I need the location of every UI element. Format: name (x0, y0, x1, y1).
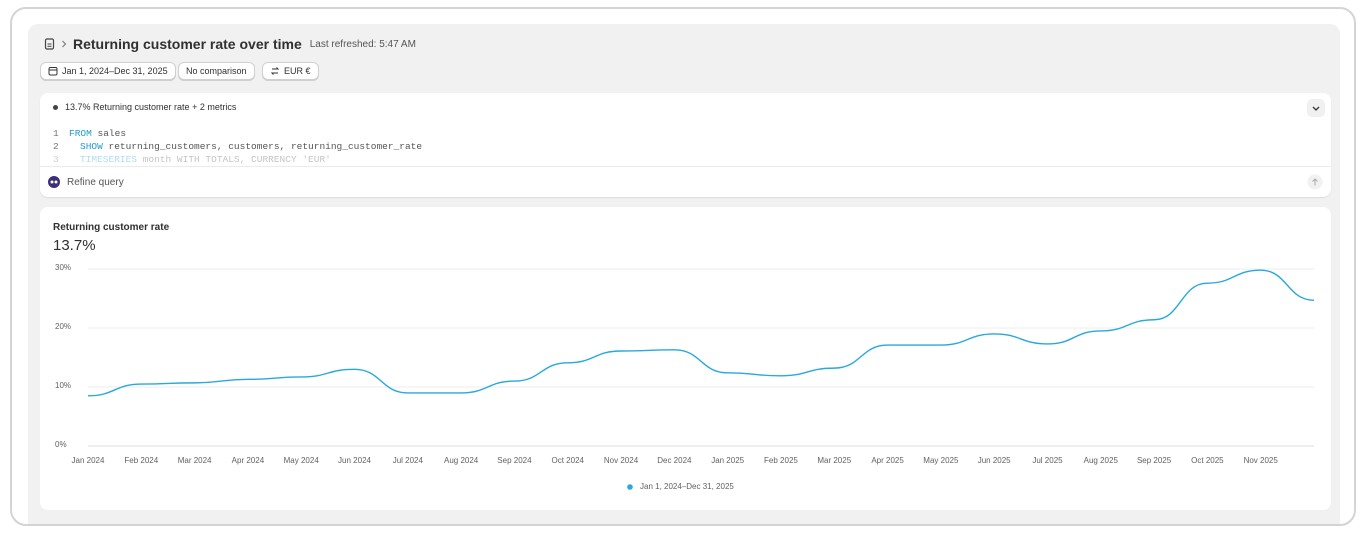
submit-button[interactable] (1307, 174, 1323, 190)
code-line: 2 SHOW returning_customers, customers, re… (53, 140, 422, 153)
x-tick-label: May 2025 (923, 456, 959, 465)
x-tick-label: Sep 2025 (1137, 456, 1172, 465)
y-tick-label: 10% (55, 381, 71, 390)
currency-button[interactable]: EUR € (262, 62, 319, 80)
comparison-button[interactable]: No comparison (178, 62, 255, 80)
y-tick-label: 20% (55, 322, 71, 331)
x-tick-label: Jan 2025 (711, 456, 744, 465)
currency-icon (270, 67, 280, 75)
x-tick-label: Feb 2024 (124, 456, 158, 465)
metric-summary: 13.7% Returning customer rate + 2 metric… (53, 102, 236, 112)
chart-title: Returning customer rate (53, 222, 170, 233)
refine-bar[interactable]: Refine query (40, 166, 1331, 197)
y-tick-label: 0% (55, 440, 67, 449)
x-tick-label: Jul 2025 (1032, 456, 1063, 465)
bullet (53, 104, 58, 110)
x-tick-label: Oct 2024 (552, 456, 585, 465)
x-tick-label: Mar 2025 (817, 456, 851, 465)
legend-swatch (627, 484, 633, 490)
line-number: 3 (53, 154, 59, 165)
x-tick-label: Apr 2024 (232, 456, 265, 465)
x-tick-label: Dec 2024 (657, 456, 692, 465)
code-text: returning_customers, customers, returnin… (108, 141, 423, 152)
line-number: 1 (53, 128, 59, 139)
date-range: Jan 1, 2024–Dec 31, 2025 (62, 66, 168, 76)
x-tick-label: Sep 2024 (497, 456, 532, 465)
code-text: sales (97, 128, 127, 139)
comparison: No comparison (186, 66, 247, 76)
summary: 13.7% Returning customer rate + 2 metric… (65, 102, 237, 112)
chevron-down (1312, 106, 1320, 111)
keyword: FROM (69, 128, 92, 139)
x-tick-label: Jul 2024 (393, 456, 424, 465)
x-tick-label: May 2024 (284, 456, 320, 465)
report-title: Returning customer rate over time (73, 36, 302, 52)
keyword: SHOW (80, 141, 103, 152)
last-refreshed: Last refreshed: 5:47 AM (309, 38, 416, 50)
x-tick-label: Nov 2025 (1244, 456, 1279, 465)
chart: 0% 10% 20% 30% Jan 2024 Feb 2024 Mar 2024 Apr 2… (55, 263, 1315, 491)
report-icon (44, 38, 55, 50)
headline-value: 13.7% (53, 237, 96, 254)
date-range-button[interactable]: Jan 1, 2024–Dec 31, 2025 (40, 62, 176, 80)
x-tick-label: Jan 2024 (72, 456, 105, 465)
x-tick-label: Mar 2024 (178, 456, 212, 465)
code-text: month WITH TOTALS, CURRENCY 'EUR' (142, 154, 331, 165)
x-tick-label: Apr 2025 (871, 456, 904, 465)
chevron (62, 40, 67, 48)
query-card: 13.7% Returning customer rate + 2 metric… (40, 93, 1331, 197)
chart-card: Returning customer rate 13.7% 0% 10% 20% 30… (40, 207, 1331, 510)
x-tick-label: Jun 2025 (978, 456, 1011, 465)
collapse-button[interactable] (1307, 99, 1325, 117)
window-frame (10, 7, 1356, 526)
x-tick-label: Feb 2025 (764, 456, 798, 465)
calendar-icon (48, 67, 58, 76)
x-tick-label: Aug 2024 (444, 456, 479, 465)
line-number: 2 (53, 141, 59, 152)
code-editor[interactable]: 1 FROM sales 2 SHOW returning_customers, c… (53, 127, 422, 166)
x-tick-label: Oct 2025 (1191, 456, 1224, 465)
keyword: TIMESERIES (80, 154, 138, 165)
y-tick-label: 30% (55, 263, 71, 272)
code-line: 1 FROM sales (53, 127, 422, 140)
currency: EUR € (284, 66, 311, 76)
legend-label: Jan 1, 2024–Dec 31, 2025 (640, 482, 734, 491)
breadcrumb: Returning customer rate over time Last r… (44, 35, 416, 53)
refine-query: Refine query (67, 177, 124, 188)
sidekick-icon (48, 176, 60, 188)
code-line: 3 TIMESERIES month WITH TOTALS, CURRENCY … (53, 153, 422, 166)
x-tick-label: Nov 2024 (604, 456, 639, 465)
x-tick-label: Aug 2025 (1084, 456, 1119, 465)
series-line (87, 269, 1315, 397)
x-tick-label: Jun 2024 (338, 456, 371, 465)
